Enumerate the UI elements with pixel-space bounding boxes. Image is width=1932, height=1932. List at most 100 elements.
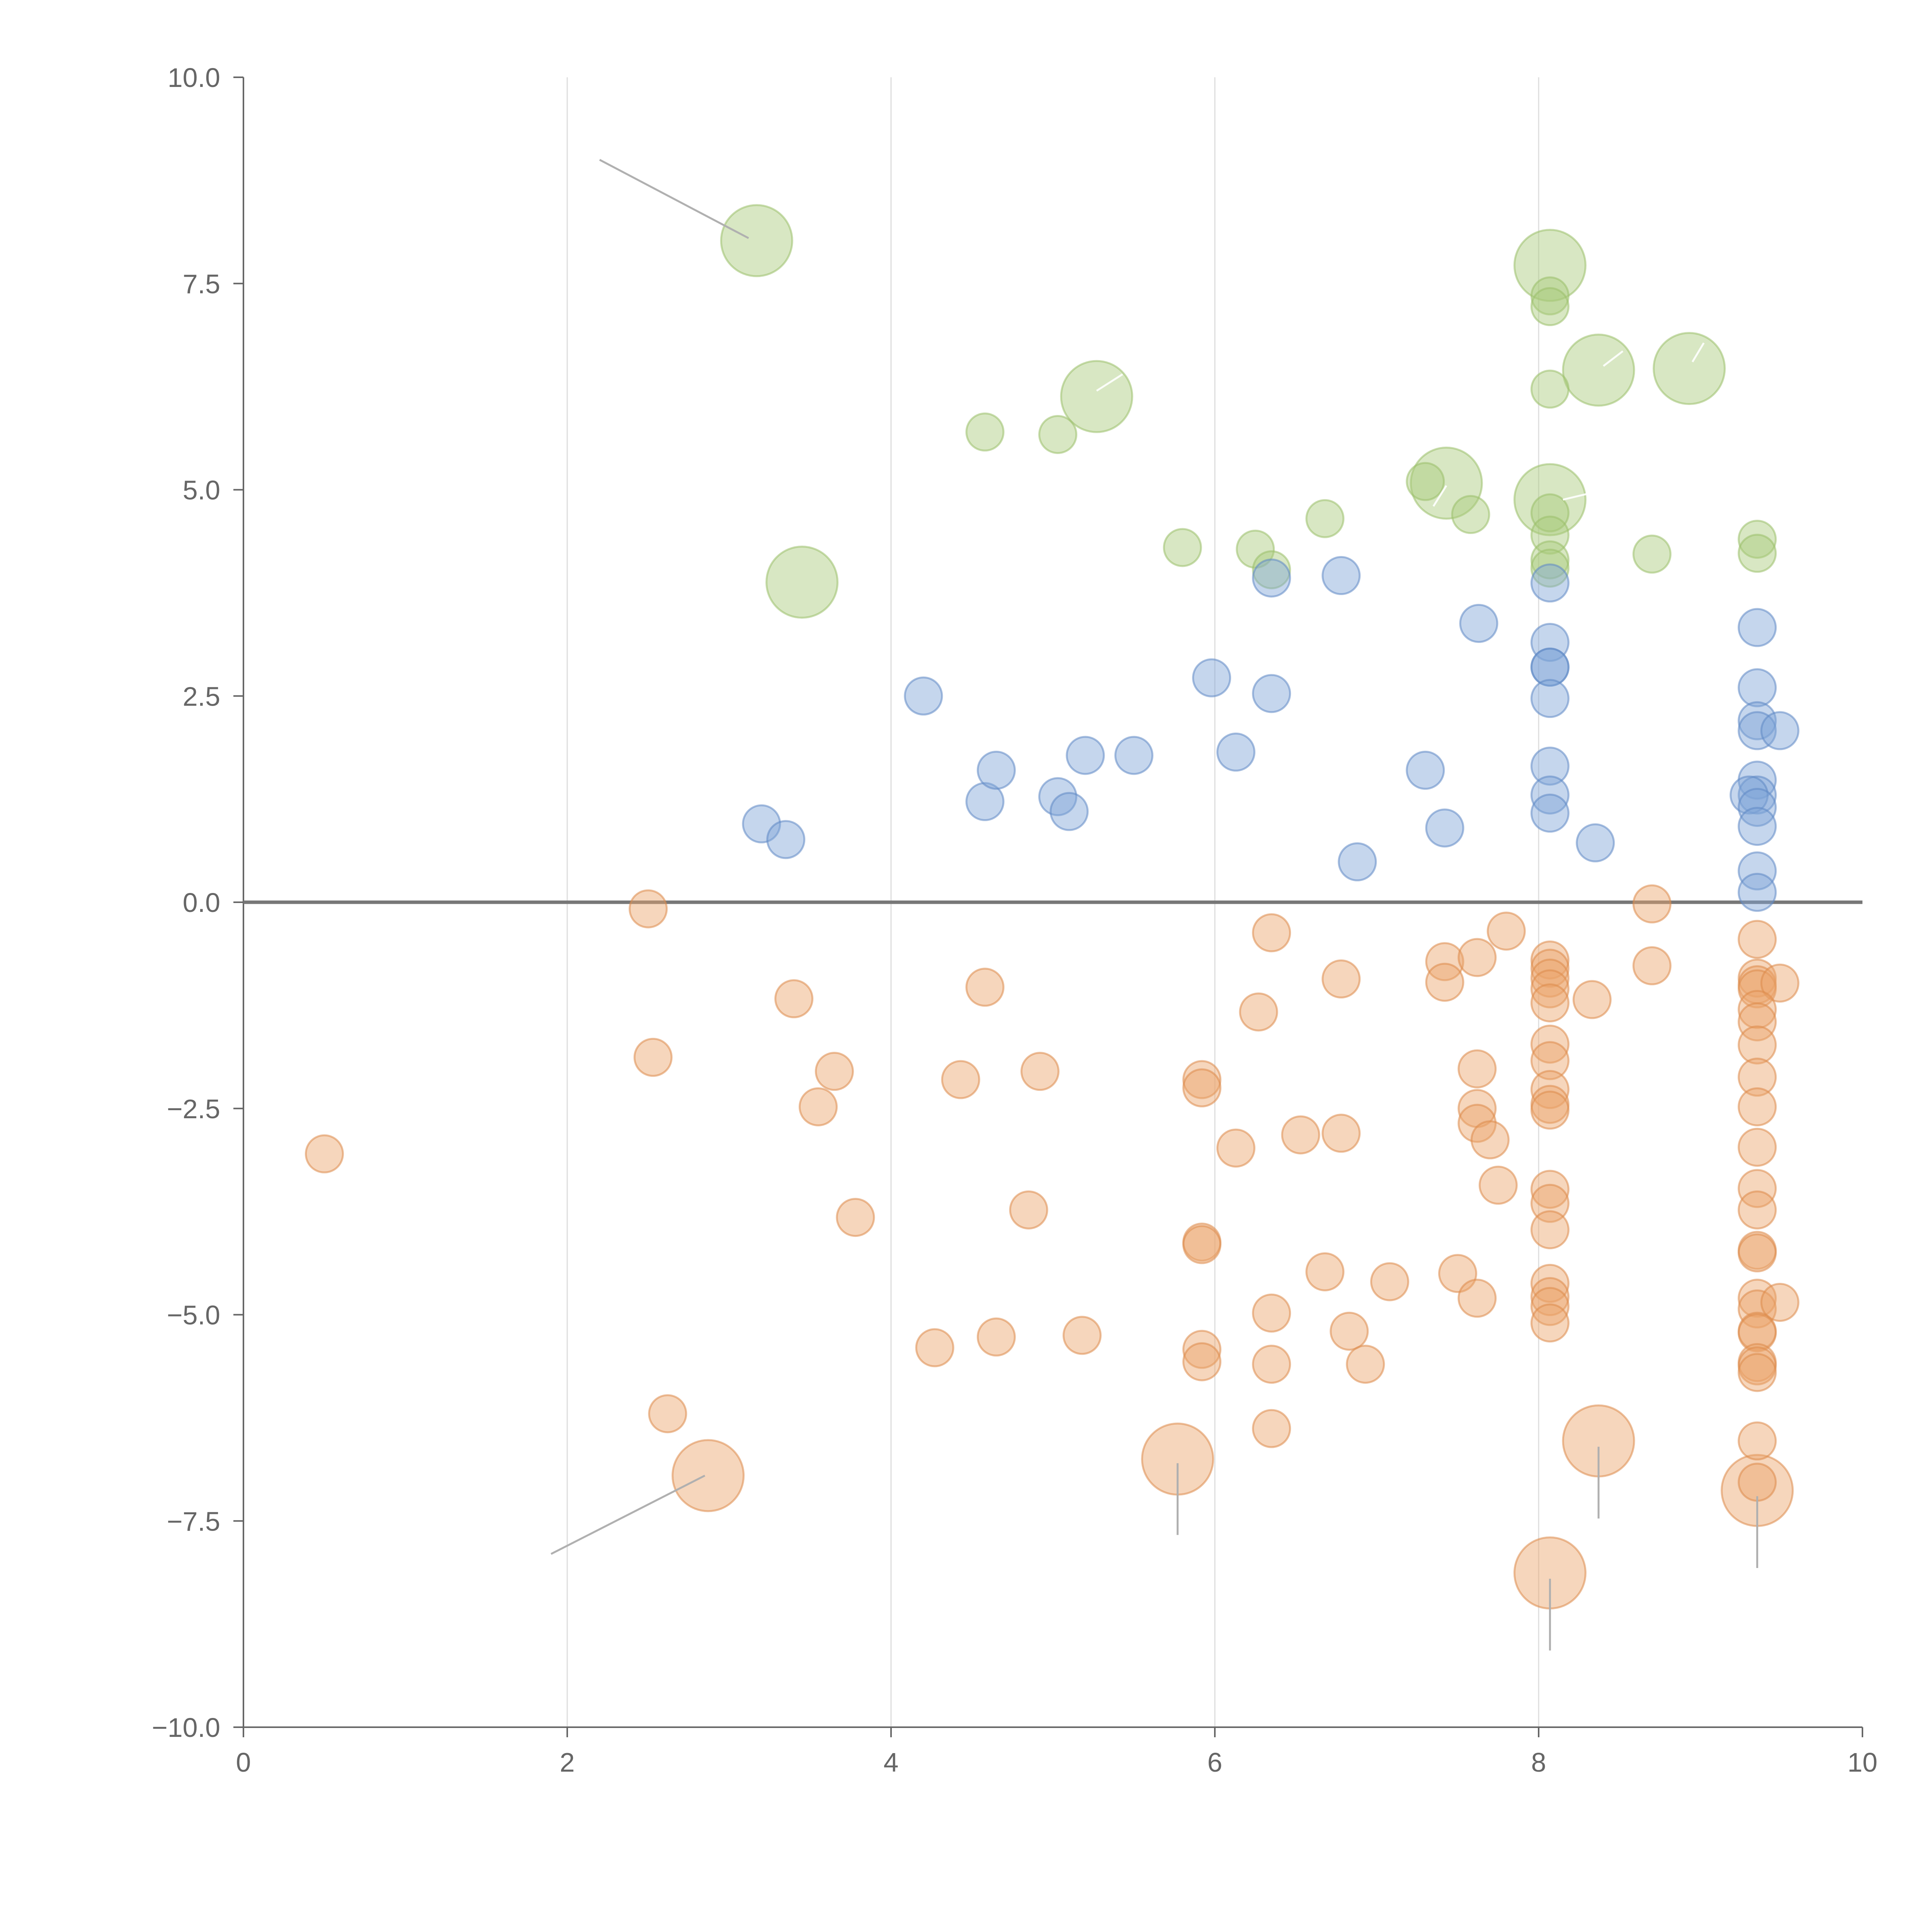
x-tick-label: 10	[1847, 1747, 1878, 1777]
blue-bubble-25	[1530, 793, 1570, 833]
orange-bubble-80	[1738, 1128, 1777, 1167]
orange-bubble-13	[915, 1328, 954, 1367]
x-tick-label: 4	[884, 1747, 899, 1777]
orange-bubble-17	[1009, 1190, 1048, 1230]
orange-bubble-49	[1486, 912, 1526, 951]
blue-bubble-14	[1338, 842, 1377, 881]
orange-bubble-18	[1020, 1052, 1060, 1091]
green-bubble-14	[1451, 495, 1490, 534]
blue-bubble-7	[1066, 736, 1105, 775]
orange-bubble-79	[1738, 1087, 1777, 1126]
blue-bubble-21	[1530, 648, 1570, 687]
green-bubble-23	[1632, 534, 1672, 574]
blue-bubble-37	[1738, 851, 1777, 891]
orange-bubble-12	[836, 1198, 875, 1237]
blue-bubble-8	[1114, 736, 1153, 775]
orange-bubble-57	[1530, 1070, 1570, 1109]
orange-bubble-42	[1458, 938, 1497, 977]
y-tick-label: −10.0	[152, 1713, 220, 1743]
orange-bubble-37	[1346, 1345, 1385, 1384]
orange-bubble-20	[1182, 1060, 1221, 1099]
green-bubble-16	[1305, 499, 1345, 538]
orange-bubble-34	[1321, 959, 1361, 999]
orange-bubble-15	[965, 968, 1005, 1007]
blue-bubble-23	[1530, 747, 1570, 786]
green-bubble-22	[1530, 548, 1570, 588]
orange-bubble-43	[1458, 1049, 1497, 1088]
orange-bubble-39	[1425, 942, 1464, 981]
orange-bubble-59	[1530, 1090, 1570, 1130]
axes	[233, 77, 1863, 1737]
y-tick-label: −7.5	[167, 1506, 220, 1536]
orange-bubble-33	[1305, 1252, 1345, 1291]
orange-bubble-6	[629, 889, 668, 929]
orange-bubble-29	[1252, 1293, 1291, 1333]
blue-bubble-0	[742, 804, 781, 844]
green-bubble-6	[1410, 446, 1483, 520]
annotation-leaders	[550, 159, 1759, 1651]
blue-bubble-30	[1738, 711, 1777, 750]
blue-bubble-31	[1760, 711, 1799, 750]
blue-bubble-4	[976, 750, 1016, 790]
blue-bubble-17	[1459, 604, 1498, 643]
orange-bubble-54	[1530, 983, 1570, 1022]
green-bubble-10	[1530, 369, 1570, 409]
orange-bubble-31	[1252, 1409, 1291, 1448]
orange-bubble-23	[1182, 1225, 1221, 1264]
green-bubble-13	[1406, 462, 1445, 501]
x-tick-label: 6	[1208, 1747, 1223, 1777]
orange-bubble-26	[1216, 1128, 1255, 1168]
annotation-line-10	[1432, 485, 1447, 507]
green-bubble-3	[1513, 229, 1587, 302]
y-tick-label: 0.0	[183, 888, 220, 918]
orange-bubble-16	[976, 1317, 1016, 1357]
green-bubble-20	[1252, 550, 1291, 590]
y-tick-label: 2.5	[183, 681, 220, 711]
blue-bubble-28	[1738, 668, 1777, 707]
orange-bubble-46	[1458, 1279, 1497, 1318]
x-tick-label: 8	[1531, 1747, 1546, 1777]
orange-bubble-21	[1182, 1068, 1221, 1107]
annotation-line-1	[550, 1475, 706, 1555]
orange-bubble-67	[1572, 980, 1612, 1019]
green-bubble-24	[1738, 520, 1777, 559]
green-bubble-8	[1530, 276, 1570, 316]
annotation-line-9	[1563, 493, 1588, 501]
blue-bubble-1	[766, 820, 806, 859]
green-bubble-1	[765, 546, 839, 619]
y-tick-label: −5.0	[167, 1300, 220, 1330]
orange-bubble-0	[672, 1439, 745, 1512]
blue-bubble-36	[1738, 807, 1777, 846]
green-bubble-5	[1653, 332, 1726, 405]
blue-bubble-38	[1738, 872, 1777, 912]
green-bubble-18	[1163, 528, 1202, 567]
blue-bubble-10	[1216, 732, 1255, 772]
orange-bubble-77	[1738, 1025, 1777, 1065]
tick-labels: 10.0 7.5 5.0 2.5 0.0 −2.5 −5.0 −7.5 −10.0 0 2 4 6 8 10	[152, 63, 1878, 1777]
green-bubble-15	[1530, 493, 1570, 532]
orange-bubble-68	[1632, 884, 1672, 923]
blue-bubble-33	[1738, 775, 1777, 815]
green-bubble-12	[1038, 415, 1078, 454]
orange-bubble-66	[1530, 1303, 1570, 1343]
orange-bubble-76	[1738, 1002, 1777, 1042]
orange-bubble-36	[1330, 1311, 1369, 1351]
orange-bubble-38	[1370, 1262, 1410, 1301]
orange-bubble-62	[1530, 1210, 1570, 1250]
orange-bubble-65	[1530, 1287, 1570, 1326]
orange-bubble-78	[1738, 1058, 1777, 1097]
y-tick-label: 7.5	[183, 269, 220, 299]
orange-bubble-55	[1530, 1024, 1570, 1064]
annotation-line-7	[1603, 350, 1624, 367]
blue-bubble-26	[1576, 823, 1615, 862]
orange-bubble-51	[1530, 949, 1570, 988]
annotation-line-8	[1691, 342, 1705, 362]
blue-bubble-11	[1252, 674, 1291, 713]
orange-bubble-92	[1738, 1353, 1777, 1392]
orange-bubble-14	[941, 1060, 980, 1099]
orange-bubble-47	[1470, 1120, 1510, 1160]
blue-bubble-15	[1406, 750, 1445, 790]
green-bubble-21	[1530, 540, 1570, 580]
blue-bubble-18	[1530, 563, 1570, 603]
blue-bubble-13	[1321, 556, 1361, 595]
